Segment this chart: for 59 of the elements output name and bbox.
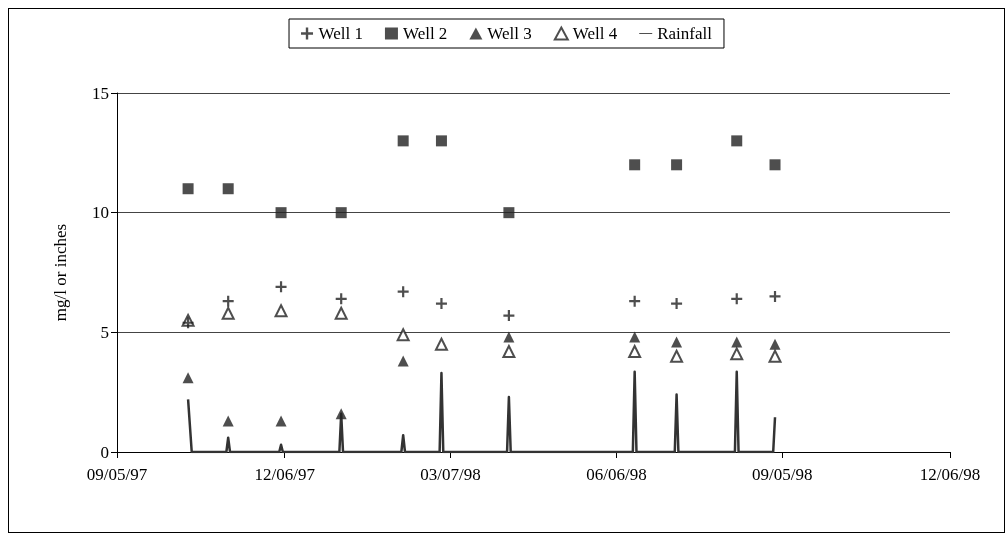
- line-series: [186, 370, 777, 454]
- x-tick-label: 12/06/98: [919, 465, 981, 484]
- x-tick-label: 09/05/98: [752, 465, 813, 484]
- point: [434, 337, 448, 351]
- point: [503, 331, 515, 343]
- legend-label: Well 1: [318, 24, 363, 43]
- point: [731, 293, 743, 305]
- y-tick-label: 0: [100, 442, 109, 462]
- x-tick-label: 09/05/97: [86, 465, 148, 484]
- point: [671, 159, 683, 171]
- legend-label: Well 4: [572, 24, 618, 43]
- point: [222, 295, 234, 307]
- point: [275, 207, 287, 219]
- y-tick-label: 10: [92, 203, 109, 223]
- point: [503, 310, 515, 322]
- point: [335, 293, 347, 305]
- point: [334, 306, 348, 320]
- x-tick-label: 12/06/97: [254, 465, 316, 484]
- point: [629, 295, 641, 307]
- point: [397, 135, 409, 147]
- point: [769, 159, 781, 171]
- point: [396, 328, 410, 342]
- x-tick-label: 03/07/98: [420, 465, 481, 484]
- point: [435, 298, 447, 310]
- y-axis-title: mg/l or inches: [51, 223, 70, 322]
- point: [182, 372, 194, 384]
- point: [768, 349, 782, 363]
- point: [182, 317, 194, 329]
- legend-label: Well 2: [402, 24, 448, 43]
- point: [335, 207, 347, 219]
- point: [222, 183, 234, 195]
- y-tick-label: 5: [100, 322, 109, 342]
- point: [502, 344, 516, 358]
- point: [222, 415, 234, 427]
- point: [397, 355, 409, 367]
- point: [275, 415, 287, 427]
- point: [628, 344, 642, 358]
- point: [731, 336, 743, 348]
- point: [769, 338, 781, 350]
- point: [629, 159, 641, 171]
- point: [397, 286, 409, 298]
- point: [503, 207, 515, 219]
- point: [275, 281, 287, 293]
- point: [731, 135, 743, 147]
- point: [629, 331, 641, 343]
- point: [274, 304, 288, 318]
- legend-label: Well 3: [487, 24, 532, 43]
- point: [730, 347, 744, 361]
- point: [435, 135, 447, 147]
- point: [670, 349, 684, 363]
- point: [769, 290, 781, 302]
- point: [671, 298, 683, 310]
- point: [671, 336, 683, 348]
- point: [335, 408, 347, 420]
- point: [221, 306, 235, 320]
- y-tick-label: 15: [92, 83, 109, 103]
- x-tick-label: 06/06/98: [586, 465, 647, 484]
- point: [182, 183, 194, 195]
- legend-label: Rainfall: [657, 24, 713, 43]
